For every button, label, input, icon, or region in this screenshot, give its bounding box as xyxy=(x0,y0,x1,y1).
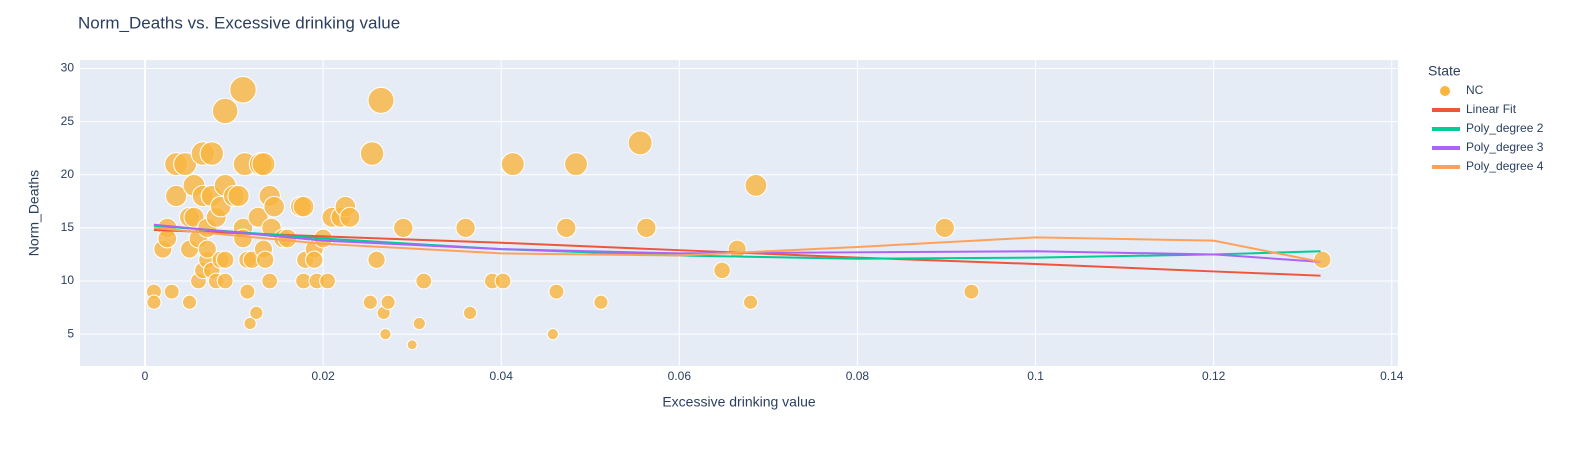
data-point xyxy=(455,217,476,239)
y-tick-label: 10 xyxy=(61,273,75,287)
data-point xyxy=(500,152,525,177)
x-tick-label: 0.04 xyxy=(490,369,514,383)
data-point xyxy=(199,141,225,166)
data-point xyxy=(548,283,565,300)
x-axis-label: Excessive drinking value xyxy=(662,394,816,410)
data-point xyxy=(163,283,180,300)
data-point xyxy=(229,76,257,104)
data-point xyxy=(406,339,418,351)
fit-line xyxy=(153,224,1321,260)
y-tick-label: 5 xyxy=(67,326,74,340)
data-point xyxy=(263,195,285,218)
data-point xyxy=(256,250,275,269)
data-point xyxy=(319,272,336,290)
data-point xyxy=(197,239,217,259)
y-tick-label: 25 xyxy=(61,114,75,128)
y-tick-label: 20 xyxy=(61,167,75,181)
data-point xyxy=(157,228,178,249)
data-point xyxy=(367,86,395,114)
x-tick-label: 0.02 xyxy=(311,369,335,383)
x-tick-label: 0.06 xyxy=(668,369,692,383)
fit-line xyxy=(153,229,1321,277)
data-point xyxy=(146,294,162,310)
data-point xyxy=(243,316,257,331)
chart-title: Norm_Deaths vs. Excessive drinking value xyxy=(78,13,400,32)
legend-label: NC xyxy=(1466,83,1484,97)
y-tick-label: 15 xyxy=(61,220,75,234)
legend-label: Poly_degree 4 xyxy=(1466,159,1544,173)
data-point xyxy=(627,130,653,156)
legend-label: Poly_degree 3 xyxy=(1466,140,1544,154)
legend-title: State xyxy=(1428,63,1461,79)
data-point xyxy=(339,206,361,228)
data-point xyxy=(744,173,768,197)
data-point xyxy=(173,152,198,177)
data-point xyxy=(359,141,385,166)
plot-layer xyxy=(145,76,1332,351)
data-point xyxy=(393,217,414,239)
data-point xyxy=(211,97,239,125)
data-point xyxy=(292,195,315,218)
x-tick-label: 0.14 xyxy=(1380,369,1404,383)
data-point xyxy=(963,283,980,300)
data-point xyxy=(239,283,256,300)
data-point xyxy=(227,184,250,208)
legend-label: Poly_degree 2 xyxy=(1466,121,1544,135)
data-point xyxy=(362,294,378,310)
legend-marker xyxy=(1440,86,1450,96)
data-point xyxy=(743,294,759,310)
data-point xyxy=(249,305,264,320)
x-tick-label: 0 xyxy=(142,369,149,383)
data-point xyxy=(546,328,559,341)
data-point xyxy=(556,217,577,239)
data-point xyxy=(593,294,609,310)
data-point xyxy=(564,152,588,177)
data-point xyxy=(1313,250,1332,269)
data-point xyxy=(380,294,396,310)
data-point xyxy=(494,272,512,290)
fit-line xyxy=(153,226,1321,263)
data-point xyxy=(412,316,426,331)
y-axis-label: Norm_Deaths xyxy=(26,170,42,256)
x-tick-label: 0.08 xyxy=(846,369,870,383)
legend-label: Linear Fit xyxy=(1466,102,1517,116)
data-point xyxy=(934,217,955,239)
data-point xyxy=(415,272,433,290)
y-tick-label: 30 xyxy=(61,61,75,75)
data-point xyxy=(165,184,188,208)
x-tick-label: 0.1 xyxy=(1027,369,1044,383)
data-point xyxy=(305,250,324,269)
data-point xyxy=(367,250,386,269)
data-point xyxy=(379,328,392,341)
data-point xyxy=(216,272,234,290)
data-point xyxy=(713,261,731,280)
data-point xyxy=(251,152,276,177)
x-tick-label: 0.12 xyxy=(1202,369,1226,383)
fit-line xyxy=(153,223,1321,263)
data-point xyxy=(636,217,657,239)
data-point xyxy=(215,250,235,269)
data-point xyxy=(181,294,198,310)
data-point xyxy=(462,305,478,320)
data-point xyxy=(261,272,279,290)
